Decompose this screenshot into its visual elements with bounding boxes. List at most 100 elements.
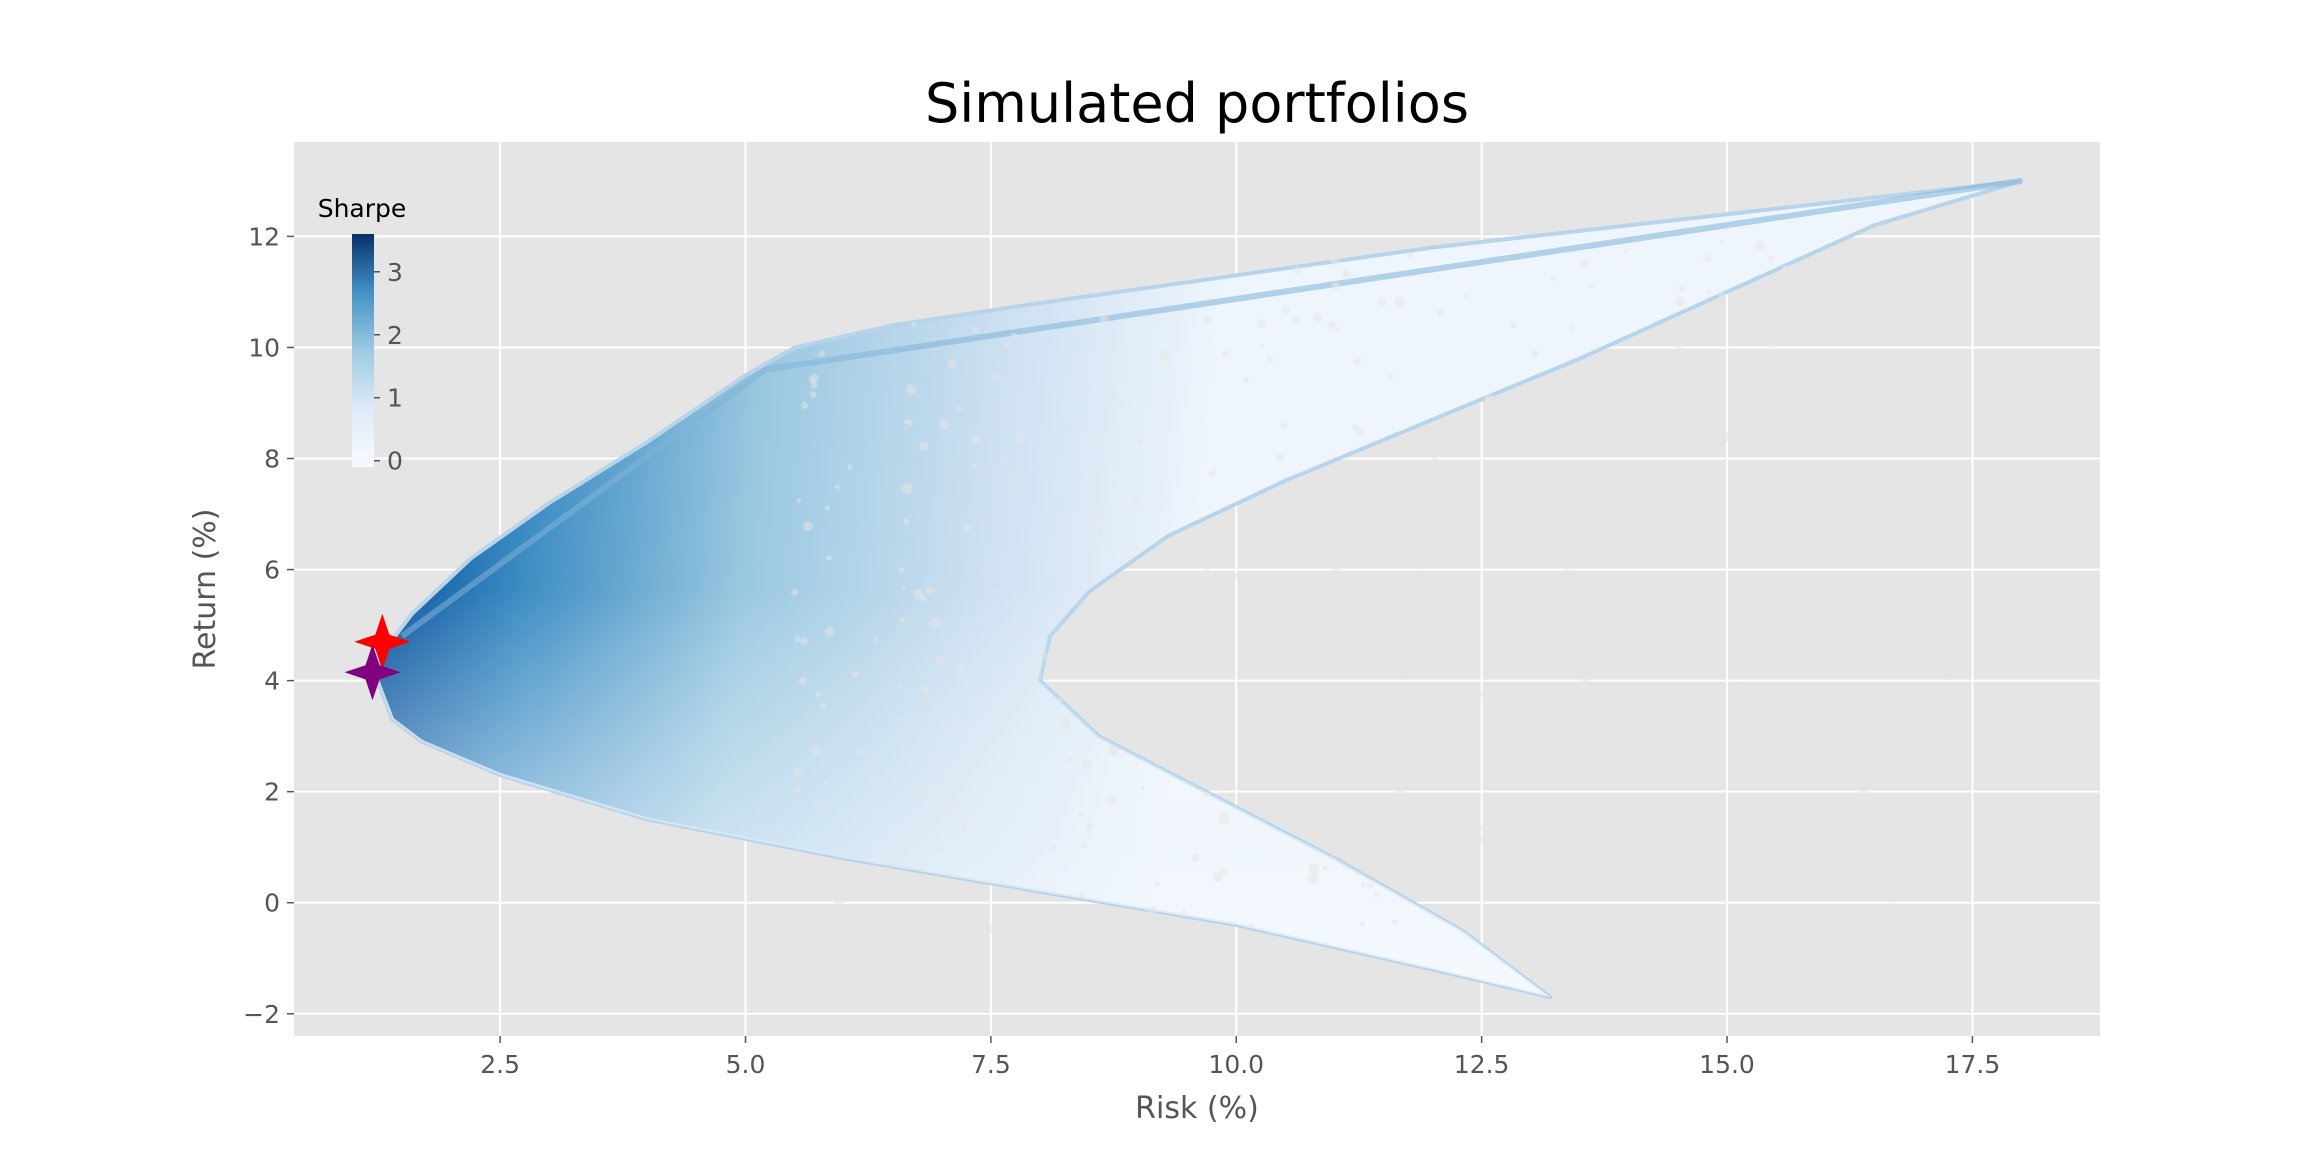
cloud-gap xyxy=(927,621,932,626)
cloud-gap xyxy=(1343,269,1350,276)
efficient-frontier-edge xyxy=(400,177,2022,639)
cloud-gap xyxy=(887,912,895,920)
cloud-gap xyxy=(897,683,903,689)
cloud-gap xyxy=(1859,553,1870,563)
cloud-gap xyxy=(953,814,958,819)
cloud-gap xyxy=(1682,860,1689,868)
cloud-gap xyxy=(902,483,913,494)
cloud-gap xyxy=(1659,690,1671,702)
cloud-gap xyxy=(1922,571,1927,576)
cloud-gap xyxy=(1742,536,1754,547)
cloud-gap xyxy=(932,711,940,719)
cloud-gap xyxy=(1204,565,1210,572)
cloud-gap xyxy=(1377,296,1387,306)
cloud-gap xyxy=(956,663,967,674)
cloud-gap xyxy=(1391,871,1400,881)
cloud-gap xyxy=(1376,636,1383,643)
cloud-gap xyxy=(1951,474,1960,483)
cloud-gap xyxy=(1416,558,1428,570)
cloud-gap xyxy=(1360,881,1366,887)
cloud-gap xyxy=(1266,355,1274,363)
cloud-gap xyxy=(1065,413,1072,420)
cloud-gap xyxy=(1686,782,1694,789)
cloud-gap xyxy=(1472,689,1483,700)
cloud-gap xyxy=(1924,504,1931,511)
cloud-gap xyxy=(1208,469,1217,478)
cloud-gap xyxy=(1407,252,1414,259)
cloud-gap xyxy=(960,825,968,832)
cloud-gap xyxy=(994,587,1001,595)
cloud-gap xyxy=(1369,538,1375,544)
cloud-gap xyxy=(1576,439,1581,444)
cloud-gap xyxy=(824,626,835,636)
cloud-gap xyxy=(1185,540,1194,549)
cloud-gap xyxy=(1452,589,1458,595)
cloud-gap xyxy=(1880,549,1889,558)
cloud-gap xyxy=(1181,909,1187,914)
cloud-gap xyxy=(912,588,924,600)
cloud-gap xyxy=(1734,834,1740,840)
x-axis-label: Risk (%) xyxy=(1135,1091,1259,1126)
cloud-gap xyxy=(1291,314,1300,324)
cloud-gap xyxy=(1835,269,1843,276)
cloud-gap xyxy=(811,745,822,756)
cloud-gap xyxy=(1155,882,1160,887)
cloud-gap xyxy=(898,566,904,573)
cloud-gap xyxy=(1564,568,1570,575)
cloud-gap xyxy=(1680,910,1687,917)
cloud-gap xyxy=(1907,714,1918,725)
cloud-gap xyxy=(1526,867,1533,874)
cloud-gap xyxy=(931,616,943,628)
cloud-gap xyxy=(1394,785,1406,797)
cloud-gap xyxy=(1690,683,1697,690)
cloud-gap xyxy=(1935,868,1945,878)
cloud-gap xyxy=(1961,337,1971,347)
cloud-gap xyxy=(799,637,808,646)
cloud-gap xyxy=(1078,891,1085,899)
cloud-gap xyxy=(1327,320,1337,330)
cloud-gap xyxy=(1322,865,1328,871)
cloud-gap xyxy=(1067,756,1075,763)
cloud-gap xyxy=(1198,247,1208,257)
cloud-gap xyxy=(1530,349,1539,358)
cloud-gap xyxy=(1950,744,1956,749)
cloud-gap xyxy=(819,702,827,710)
cloud-gap xyxy=(1509,321,1517,329)
cloud-gap xyxy=(1754,240,1765,251)
cloud-gap xyxy=(1307,872,1319,884)
cloud-gap xyxy=(800,401,809,410)
x-tick-label: 10.0 xyxy=(1208,1050,1264,1079)
cloud-gap xyxy=(1710,885,1716,890)
cloud-gap xyxy=(1769,803,1776,810)
cloud-gap xyxy=(1664,609,1672,618)
cloud-gap xyxy=(1578,432,1586,440)
cloud-gap xyxy=(955,405,963,412)
cloud-gap xyxy=(1159,349,1171,361)
cloud-gap xyxy=(1220,868,1228,876)
cloud-gap xyxy=(1098,912,1109,923)
cloud-gap xyxy=(1621,615,1631,625)
cloud-gap xyxy=(1916,701,1924,709)
cloud-gap xyxy=(809,391,817,398)
cloud-gap xyxy=(895,715,903,723)
y-axis-ticks: −2 0 2 4 6 8 10 12 xyxy=(243,222,294,1029)
cloud-gap xyxy=(1856,445,1867,457)
cloud-gap xyxy=(1572,579,1580,588)
cloud-gap xyxy=(1097,364,1107,374)
cloud-gap xyxy=(1414,709,1419,715)
cloud-gap xyxy=(1859,372,1865,377)
x-tick-label: 5.0 xyxy=(726,1050,766,1079)
cloud-gap xyxy=(1715,732,1725,742)
cloud-gap xyxy=(1086,647,1094,656)
cloud-gap xyxy=(857,748,866,757)
cloud-gap xyxy=(1641,516,1653,528)
cloud-gap xyxy=(1953,593,1965,605)
cloud-gap xyxy=(1086,513,1098,525)
portfolio-cloud-fade xyxy=(377,180,2022,998)
cloud-gap xyxy=(1952,407,1963,418)
min-risk-star-marker xyxy=(344,644,401,701)
cloud-gap xyxy=(922,684,932,694)
cloud-gap xyxy=(1524,750,1532,758)
cloud-gap xyxy=(1827,629,1832,635)
cloud-gap xyxy=(1682,880,1690,888)
